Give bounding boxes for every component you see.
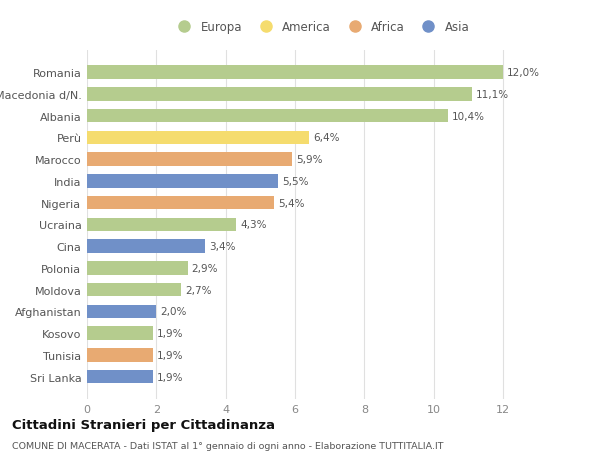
Bar (87, 305, 157, 319)
Bar (87, 240, 205, 253)
Text: COMUNE DI MACERATA - Dati ISTAT al 1° gennaio di ogni anno - Elaborazione TUTTIT: COMUNE DI MACERATA - Dati ISTAT al 1° ge… (12, 441, 443, 450)
Text: 11,1%: 11,1% (476, 90, 509, 100)
Text: 1,9%: 1,9% (157, 350, 184, 360)
Text: 2,7%: 2,7% (185, 285, 211, 295)
Bar (87, 153, 292, 167)
Bar (87, 110, 448, 123)
Bar (87, 67, 503, 80)
Text: 3,4%: 3,4% (209, 241, 236, 252)
Bar (87, 88, 472, 101)
Text: 2,0%: 2,0% (160, 307, 187, 317)
Text: 12,0%: 12,0% (507, 68, 540, 78)
Bar (87, 262, 188, 275)
Legend: Europa, America, Africa, Asia: Europa, America, Africa, Asia (167, 16, 475, 39)
Bar (87, 283, 181, 297)
Bar (87, 348, 153, 362)
Text: 5,5%: 5,5% (282, 177, 308, 186)
Text: 2,9%: 2,9% (191, 263, 218, 273)
Text: Cittadini Stranieri per Cittadinanza: Cittadini Stranieri per Cittadinanza (12, 418, 275, 431)
Text: 5,9%: 5,9% (296, 155, 322, 165)
Bar (87, 196, 274, 210)
Bar (87, 327, 153, 340)
Text: 4,3%: 4,3% (240, 220, 267, 230)
Bar (87, 131, 309, 145)
Text: 6,4%: 6,4% (313, 133, 340, 143)
Bar (87, 218, 236, 232)
Text: 1,9%: 1,9% (157, 372, 184, 382)
Bar (87, 370, 153, 383)
Text: 5,4%: 5,4% (278, 198, 305, 208)
Text: 1,9%: 1,9% (157, 328, 184, 338)
Bar (87, 175, 278, 188)
Text: 10,4%: 10,4% (452, 112, 485, 122)
